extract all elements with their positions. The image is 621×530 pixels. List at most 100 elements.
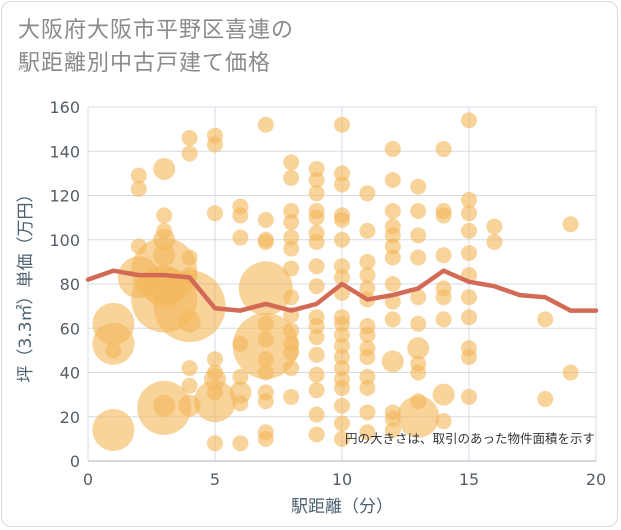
bubble-point bbox=[486, 233, 503, 250]
bubble-point bbox=[181, 377, 198, 394]
bubble-point bbox=[334, 165, 350, 182]
bubble-point bbox=[105, 342, 122, 359]
bubble-point bbox=[410, 355, 427, 372]
bubble-point bbox=[384, 249, 401, 266]
bubble-point bbox=[308, 172, 325, 189]
x-tick-label: 20 bbox=[586, 470, 606, 489]
bubble-point bbox=[461, 112, 477, 129]
bubble-point bbox=[359, 424, 376, 441]
bubble-point bbox=[232, 229, 249, 246]
bubble-point bbox=[334, 309, 350, 326]
bubble-point bbox=[334, 349, 350, 366]
bubble-point bbox=[435, 413, 452, 430]
bubble-point bbox=[181, 360, 198, 377]
bubble-point bbox=[143, 265, 186, 308]
bubble-point bbox=[308, 329, 325, 346]
bubble-point bbox=[410, 178, 427, 195]
bubble-point bbox=[359, 185, 376, 202]
bubble-point bbox=[334, 258, 350, 275]
bubble-point bbox=[283, 214, 300, 231]
bubble-point bbox=[257, 315, 274, 332]
bubble-point bbox=[461, 388, 477, 405]
bubble-point bbox=[384, 218, 401, 235]
bubble-point bbox=[92, 302, 135, 345]
bubble-point bbox=[257, 424, 274, 441]
bubble-point bbox=[359, 318, 376, 335]
bubble-point bbox=[257, 231, 274, 248]
bubble-point bbox=[461, 245, 477, 262]
bubble-point bbox=[461, 222, 477, 239]
bubble-point bbox=[232, 395, 249, 412]
bubble-point bbox=[207, 364, 223, 381]
bubble-point bbox=[178, 310, 201, 333]
bubble-point bbox=[461, 340, 477, 357]
bubble-point bbox=[207, 205, 223, 222]
bubble-point bbox=[232, 198, 249, 215]
bubble-point bbox=[461, 289, 477, 306]
bubble-point bbox=[334, 415, 350, 432]
x-tick-label: 15 bbox=[459, 470, 479, 489]
y-tick-label: 100 bbox=[49, 231, 80, 250]
bubble-point bbox=[181, 249, 198, 266]
chart-title: 大阪府大阪市平野区喜連の 駅距離別中古戸建て価格 bbox=[18, 14, 294, 80]
bubble-point bbox=[283, 240, 300, 257]
bubble-point bbox=[334, 231, 350, 248]
bubble-point bbox=[381, 350, 404, 373]
bubble-point bbox=[359, 280, 376, 297]
bubble-point bbox=[486, 218, 503, 235]
bubble-point bbox=[156, 222, 173, 239]
bubble-point bbox=[308, 225, 325, 242]
title-line-2: 駅距離別中古戸建て価格 bbox=[18, 51, 272, 76]
y-axis-label: 坪（3.3㎡）単価（万円） bbox=[16, 185, 36, 382]
bubble-point bbox=[334, 371, 350, 388]
y-tick-label: 80 bbox=[60, 275, 80, 294]
bubble-point bbox=[359, 368, 376, 385]
bubble-point bbox=[308, 202, 325, 219]
bubble-point bbox=[92, 409, 135, 452]
bubble-point bbox=[207, 351, 223, 368]
bubble-point bbox=[334, 360, 350, 377]
bubble-point bbox=[207, 127, 223, 144]
bubble-point bbox=[384, 276, 401, 292]
bubble-point bbox=[384, 404, 401, 421]
axes: 0 20 40 60 80 100 120 140 160 0 5 10 15 20 bbox=[49, 98, 606, 489]
y-tick-label: 160 bbox=[49, 98, 80, 117]
bubble-point bbox=[410, 202, 427, 219]
bubble-point bbox=[308, 278, 325, 295]
bubble-point bbox=[562, 364, 579, 381]
bubble-point bbox=[207, 384, 223, 401]
bubble-point bbox=[334, 430, 350, 447]
bubble-point bbox=[410, 227, 427, 244]
bubble-point bbox=[181, 145, 198, 162]
bubble-point bbox=[334, 116, 350, 133]
bubble-point bbox=[181, 129, 198, 146]
bubble-point bbox=[283, 388, 300, 405]
bubble-point bbox=[283, 335, 300, 352]
bubble-point bbox=[308, 366, 325, 383]
bubble-point bbox=[283, 289, 300, 306]
bubble-point bbox=[153, 244, 176, 267]
y-tick-label: 0 bbox=[70, 452, 80, 471]
y-tick-label: 20 bbox=[60, 408, 80, 427]
bubble-point bbox=[257, 116, 274, 133]
y-tick-label: 140 bbox=[49, 142, 80, 161]
bubble-point bbox=[257, 211, 274, 228]
bubble-point bbox=[537, 311, 554, 328]
bubble-point bbox=[359, 267, 376, 284]
bubble-point bbox=[156, 207, 173, 224]
bubble-point bbox=[257, 384, 274, 401]
bubble-point bbox=[257, 351, 274, 368]
bubble-point bbox=[308, 258, 325, 275]
bubble-point bbox=[283, 154, 300, 171]
average-line-layer bbox=[85, 268, 599, 313]
bubble-point bbox=[461, 191, 477, 208]
bubble-point bbox=[435, 202, 452, 219]
y-tick-label: 120 bbox=[49, 187, 80, 206]
bubble-point bbox=[384, 141, 401, 158]
bubble-point bbox=[359, 404, 376, 421]
bubble-point bbox=[308, 382, 325, 399]
bubble-point bbox=[178, 394, 201, 417]
bubble-point bbox=[232, 435, 249, 452]
